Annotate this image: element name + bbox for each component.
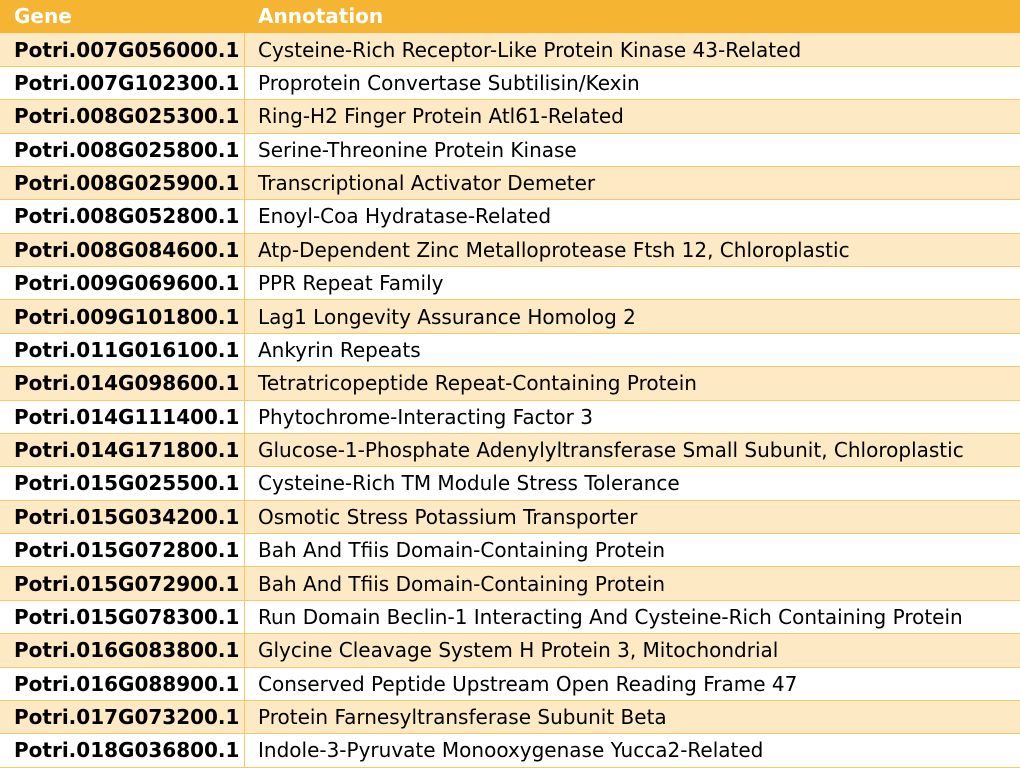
gene-id-cell: Potri.016G088900.1	[0, 667, 245, 700]
gene-id-cell: Potri.007G056000.1	[0, 33, 245, 66]
table-row: Potri.015G078300.1 Run Domain Beclin-1 In…	[0, 600, 1020, 635]
annotation-cell: Osmotic Stress Potassium Transporter	[258, 504, 638, 529]
table-row: Potri.007G056000.1 Cysteine-Rich Receptor…	[0, 33, 1020, 67]
table-row: Potri.016G088900.1 Conserved Peptide Upst…	[0, 667, 1020, 701]
annotation-cell: Run Domain Beclin-1 Interacting And Cyst…	[258, 604, 963, 629]
table-row: Potri.015G072800.1 Bah And Tfiis Domain-C…	[0, 534, 1020, 568]
header-gene: Gene	[14, 4, 72, 29]
table-row: Potri.017G073200.1 Protein Farnesyltransf…	[0, 700, 1020, 735]
gene-id-cell: Potri.008G025900.1	[0, 166, 245, 200]
annotation-cell: Ring-H2 Finger Protein Atl61-Related	[258, 104, 624, 129]
annotation-cell: Cysteine-Rich TM Module Stress Tolerance	[258, 471, 680, 496]
gene-id-cell: Potri.008G084600.1	[0, 233, 245, 266]
gene-id-cell: Potri.007G102300.1	[0, 66, 245, 100]
gene-id-cell: Potri.008G025300.1	[0, 100, 245, 133]
gene-id-cell: Potri.014G171800.1	[0, 433, 245, 467]
table-row: Potri.015G025500.1 Cysteine-Rich TM Modul…	[0, 467, 1020, 501]
annotation-cell: Bah And Tfiis Domain-Containing Protein	[258, 538, 665, 563]
gene-id-cell: Potri.016G083800.1	[0, 634, 245, 667]
gene-id-cell: Potri.018G036800.1	[0, 734, 245, 767]
annotation-cell: Serine-Threonine Protein Kinase	[258, 137, 577, 162]
gene-id-cell: Potri.015G078300.1	[0, 600, 245, 634]
gene-id-cell: Potri.015G072900.1	[0, 567, 245, 600]
annotation-cell: Lag1 Longevity Assurance Homolog 2	[258, 304, 636, 329]
annotation-cell: Phytochrome-Interacting Factor 3	[258, 404, 593, 429]
table-row: Potri.011G016100.1 Ankyrin Repeats	[0, 333, 1020, 368]
table-row: Potri.008G052800.1 Enoyl-Coa Hydratase-Re…	[0, 200, 1020, 234]
annotation-cell: Transcriptional Activator Demeter	[258, 171, 596, 196]
annotation-cell: Ankyrin Repeats	[258, 337, 421, 362]
table-header-row: Gene Annotation	[0, 0, 1020, 34]
table-row: Potri.009G101800.1 Lag1 Longevity Assuran…	[0, 300, 1020, 334]
header-annotation: Annotation	[258, 4, 384, 29]
gene-id-cell: Potri.014G098600.1	[0, 367, 245, 400]
gene-id-cell: Potri.011G016100.1	[0, 333, 245, 367]
table-row: Potri.007G102300.1 Proprotein Convertase …	[0, 66, 1020, 101]
table-row: Potri.015G072900.1 Bah And Tfiis Domain-C…	[0, 567, 1020, 601]
table-body: Potri.007G056000.1 Cysteine-Rich Receptor…	[0, 33, 1020, 768]
annotation-cell: Bah And Tfiis Domain-Containing Protein	[258, 571, 665, 596]
annotation-cell: Glycine Cleavage System H Protein 3, Mit…	[258, 638, 779, 663]
annotation-cell: Enoyl-Coa Hydratase-Related	[258, 204, 552, 229]
table-row: Potri.014G171800.1 Glucose-1-Phosphate Ad…	[0, 433, 1020, 468]
annotation-cell: Glucose-1-Phosphate Adenylyltransferase …	[258, 438, 964, 463]
gene-id-cell: Potri.014G111400.1	[0, 400, 245, 433]
table-row: Potri.014G111400.1 Phytochrome-Interactin…	[0, 400, 1020, 434]
table-row: Potri.008G025900.1 Transcriptional Activa…	[0, 166, 1020, 201]
gene-id-cell: Potri.015G072800.1	[0, 534, 245, 567]
table-row: Potri.014G098600.1 Tetratricopeptide Repe…	[0, 367, 1020, 401]
table-row: Potri.018G036800.1 Indole-3-Pyruvate Mono…	[0, 734, 1020, 768]
annotation-cell: Cysteine-Rich Receptor-Like Protein Kina…	[258, 37, 802, 62]
gene-id-cell: Potri.008G025800.1	[0, 133, 245, 166]
annotation-cell: PPR Repeat Family	[258, 271, 444, 296]
gene-id-cell: Potri.009G101800.1	[0, 300, 245, 333]
annotation-cell: Protein Farnesyltransferase Subunit Beta	[258, 705, 667, 730]
annotation-cell: Tetratricopeptide Repeat-Containing Prot…	[258, 371, 697, 396]
table-row: Potri.008G084600.1 Atp-Dependent Zinc Met…	[0, 233, 1020, 267]
gene-id-cell: Potri.017G073200.1	[0, 700, 245, 734]
annotation-cell: Indole-3-Pyruvate Monooxygenase Yucca2-R…	[258, 738, 764, 763]
gene-id-cell: Potri.008G052800.1	[0, 200, 245, 233]
table-row: Potri.016G083800.1 Glycine Cleavage Syste…	[0, 634, 1020, 668]
annotation-cell: Atp-Dependent Zinc Metalloprotease Ftsh …	[258, 237, 850, 262]
table-row: Potri.015G034200.1 Osmotic Stress Potassi…	[0, 500, 1020, 534]
table-row: Potri.008G025300.1 Ring-H2 Finger Protein…	[0, 100, 1020, 134]
gene-id-cell: Potri.015G034200.1	[0, 500, 245, 533]
gene-id-cell: Potri.009G069600.1	[0, 267, 245, 300]
table-row: Potri.008G025800.1 Serine-Threonine Prote…	[0, 133, 1020, 167]
annotation-cell: Proprotein Convertase Subtilisin/Kexin	[258, 70, 640, 95]
annotation-cell: Conserved Peptide Upstream Open Reading …	[258, 671, 798, 696]
table-row: Potri.009G069600.1 PPR Repeat Family	[0, 267, 1020, 301]
gene-id-cell: Potri.015G025500.1	[0, 467, 245, 500]
